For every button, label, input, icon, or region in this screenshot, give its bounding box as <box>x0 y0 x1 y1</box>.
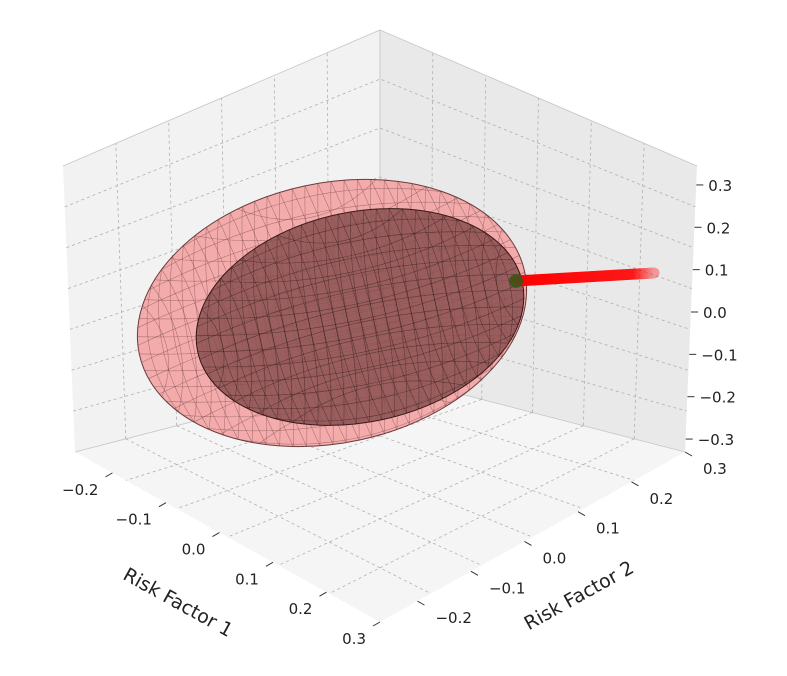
tick-mark <box>372 621 381 627</box>
tick-mark <box>105 472 113 478</box>
tick-label: 0.3 <box>703 460 727 478</box>
x-axis-label: Risk Factor 1 <box>119 564 236 642</box>
inner-ellipsoid <box>195 206 525 433</box>
tick-mark <box>631 481 639 487</box>
tick-label: 0.1 <box>705 262 729 280</box>
x-axis: −0.2 −0.1 0.0 0.1 0.2 0.3 <box>62 472 381 648</box>
tick-label: −0.2 <box>435 609 471 627</box>
tick-mark <box>265 561 274 567</box>
tick-label: −0.1 <box>701 346 737 364</box>
y-axis: −0.2 −0.1 0.0 0.1 0.2 0.3 <box>417 451 727 627</box>
tick-label: 0.1 <box>596 520 620 538</box>
tick-label: −0.1 <box>489 579 525 597</box>
tick-mark <box>158 502 167 508</box>
start-point <box>509 274 523 288</box>
tick-label: 0.3 <box>708 177 732 195</box>
tick-mark <box>212 532 220 537</box>
inner-wireframe <box>195 206 525 433</box>
tick-label: 0.0 <box>703 304 727 322</box>
tick-mark <box>417 600 425 606</box>
tick-mark <box>319 591 327 597</box>
tick-label: −0.2 <box>62 481 98 499</box>
y-axis-label: Risk Factor 2 <box>521 557 638 635</box>
trajectory <box>509 267 660 288</box>
tick-label: 0.3 <box>342 630 366 648</box>
tick-label: −0.3 <box>698 431 734 449</box>
tick-label: −0.2 <box>699 389 735 407</box>
tick-mark <box>524 541 532 546</box>
z-axis: −0.3 −0.2 −0.1 0.0 0.1 0.2 0.3 <box>685 177 738 449</box>
tick-label: 0.1 <box>235 570 259 588</box>
tick-mark <box>470 570 479 576</box>
tick-label: −0.1 <box>116 511 152 529</box>
tick-mark <box>684 451 693 457</box>
tick-label: 0.2 <box>649 490 673 508</box>
tick-mark <box>577 511 586 517</box>
tick-label: 0.2 <box>707 219 731 237</box>
tick-label: 0.0 <box>542 549 566 567</box>
tick-label: 0.2 <box>289 600 313 618</box>
tick-label: 0.0 <box>182 541 206 559</box>
trajectory-line <box>510 267 660 287</box>
